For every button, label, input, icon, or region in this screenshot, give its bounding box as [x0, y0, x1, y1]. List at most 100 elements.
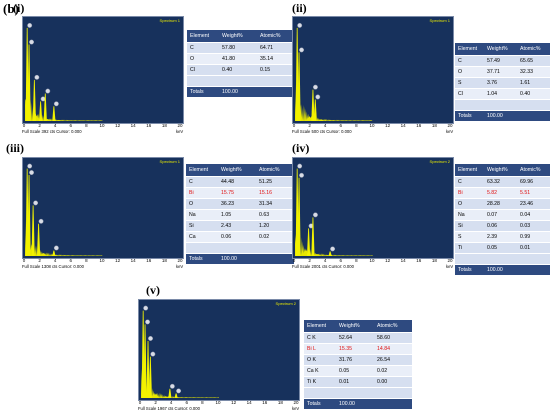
atomic-percent-cell: 5.51 — [517, 187, 550, 199]
weight-percent-cell: 0.01 — [336, 376, 374, 388]
spectrum-peak — [148, 356, 152, 398]
spectrum-svg — [295, 22, 373, 121]
spectrum-peak — [143, 324, 147, 398]
figure-label: (b) — [3, 1, 19, 16]
spectrum-peak — [39, 101, 43, 121]
spectrum-svg — [25, 163, 103, 256]
eds-spectrum-plot: Spectrum 1 — [22, 16, 184, 124]
spectrum-peak — [306, 228, 311, 256]
weight-percent-cell: 0.40 — [219, 64, 257, 76]
totals-value: 100.00 — [483, 110, 518, 122]
peak-label-marker — [29, 170, 35, 175]
peak-label-marker — [312, 212, 318, 218]
weight-percent-cell: 15.75 — [218, 187, 256, 199]
element-cell: Si — [455, 220, 484, 232]
totals-empty-cell — [517, 264, 550, 276]
x-tick-label: 10 — [369, 258, 375, 263]
table-spacer-row — [455, 99, 550, 111]
x-tick-label: 4 — [53, 123, 57, 128]
element-cell: Ti — [455, 242, 484, 254]
x-tick-label: 20 — [177, 258, 183, 263]
element-cell: Ti K — [304, 376, 336, 388]
table-row: S 2.39 0.99 — [455, 231, 550, 243]
full-scale-readout: Full Scale 500 cts Cursor: 0.000 — [292, 129, 352, 134]
peak-label-marker — [330, 246, 336, 252]
x-tick-label: 8 — [355, 258, 358, 263]
weight-percent-cell: 41.80 — [219, 53, 257, 65]
x-tick-label: 20 — [177, 123, 183, 128]
panel-label: (i) — [13, 1, 25, 15]
table-row: S 3.76 1.61 — [455, 77, 550, 89]
spectrum-svg — [141, 305, 219, 398]
spectrum-peak — [27, 44, 31, 121]
weight-percent-cell: 1.04 — [483, 88, 518, 100]
element-cell: Na — [186, 209, 218, 221]
table-header-row: Element Weight% Atomic% — [455, 43, 550, 56]
table-row: Ca 0.06 0.02 — [186, 231, 294, 243]
peak-label-marker — [315, 94, 321, 100]
table-header-cell: Weight% — [218, 164, 256, 177]
weight-percent-cell: 0.06 — [218, 231, 256, 243]
x-tick-label: 18 — [161, 123, 167, 128]
spectrum-background — [25, 95, 103, 121]
table-row: O K 31.76 26.54 — [304, 354, 412, 366]
table-row: Bi L 15.35 14.84 — [304, 343, 412, 355]
table-header-row: Element Weight% Atomic% — [186, 164, 294, 177]
element-cell: C — [455, 176, 484, 188]
spectrum-peak — [52, 106, 56, 121]
totals-label: Totals — [304, 398, 336, 410]
x-tick-label: 2 — [308, 258, 311, 263]
totals-empty-cell — [374, 398, 412, 410]
x-tick-label: 0 — [22, 123, 26, 128]
spectrum-background — [25, 219, 103, 256]
peak-label-marker — [150, 351, 156, 357]
peak-label-marker — [27, 163, 33, 169]
table-header-cell: Weight% — [219, 30, 257, 43]
element-cell: Bi — [186, 187, 218, 199]
table-header-row: Element Weight% Atomic% — [187, 30, 295, 43]
spectrum-peak — [311, 89, 315, 121]
table-row: O 36.23 31.34 — [186, 198, 294, 210]
spectrum-peak — [297, 52, 301, 121]
x-tick-label: 2 — [38, 123, 41, 128]
table-row: O 41.80 35.14 — [187, 53, 295, 65]
panel-label: (iv) — [292, 141, 310, 155]
element-composition-table: Element Weight% Atomic% C 57.49 65.65 O 37.71 32… — [455, 43, 550, 122]
table-row: C 44.48 51.25 — [186, 176, 294, 188]
spectrum-peak — [297, 177, 301, 256]
element-cell: C — [455, 55, 484, 67]
x-tick-label: 6 — [185, 400, 189, 405]
spectrum-peak — [43, 93, 47, 121]
element-composition-table: Element Weight% Atomic% C 63.32 69.96 Bi 5.82 5.… — [455, 164, 550, 276]
spectrum-peak — [311, 217, 315, 256]
x-tick-label: 14 — [246, 400, 252, 405]
spectrum-peak — [31, 205, 35, 256]
spectrum-peak — [146, 340, 150, 398]
peak-label-marker — [45, 88, 51, 94]
x-tick-label: 18 — [431, 123, 437, 128]
x-tick-label: 6 — [339, 123, 343, 128]
table-row: Bi 15.75 15.16 — [186, 187, 294, 199]
x-tick-label: 16 — [416, 258, 422, 263]
element-cell: O — [187, 53, 219, 65]
x-tick-label: 12 — [231, 400, 237, 405]
peak-label-marker — [53, 245, 59, 251]
peak-label-marker — [53, 101, 59, 107]
table-row: Si 0.06 0.03 — [455, 220, 550, 232]
totals-value: 100.00 — [219, 86, 257, 98]
x-tick-label: 20 — [447, 123, 453, 128]
spectrum-peak — [36, 223, 41, 256]
x-tick-label: 10 — [369, 123, 375, 128]
spectrum-title: Spectrum 2 — [429, 159, 450, 164]
panel-label: (v) — [146, 283, 160, 297]
spectrum-peak — [27, 175, 31, 256]
totals-empty-cell — [517, 110, 550, 122]
weight-percent-cell: 44.48 — [218, 176, 256, 188]
x-tick-label: 20 — [447, 258, 453, 263]
full-scale-readout: Full Scale 2001 cts Cursor: 0.000 — [292, 264, 354, 269]
spectrum-peak — [168, 388, 172, 398]
element-cell: Cl — [187, 64, 219, 76]
weight-percent-cell: 1.05 — [218, 209, 256, 221]
table-row: C 63.32 69.96 — [455, 176, 550, 188]
spectrum-title: Spectrum 2 — [275, 301, 296, 306]
